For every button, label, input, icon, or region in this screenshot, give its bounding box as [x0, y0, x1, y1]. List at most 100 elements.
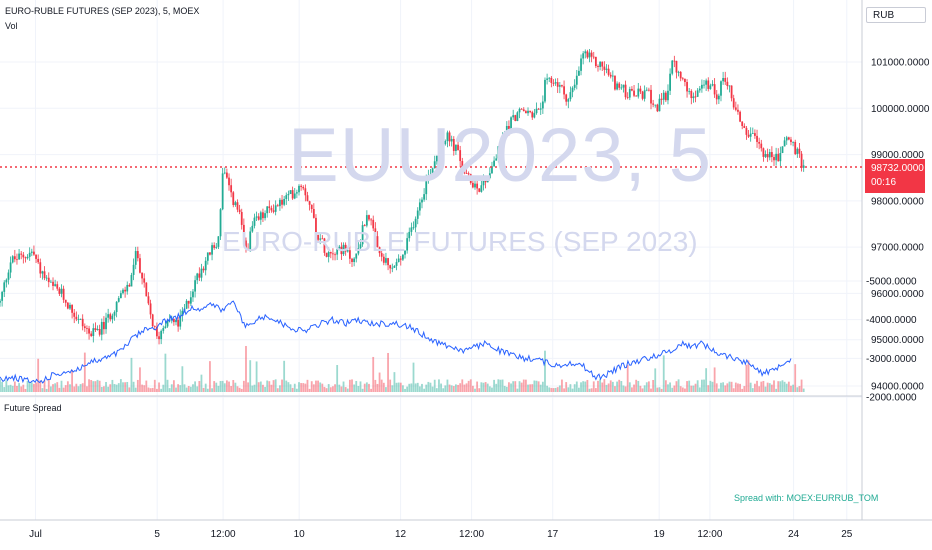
- candle-body: [382, 256, 385, 263]
- volume-bar: [442, 388, 445, 392]
- candle-body: [739, 111, 741, 122]
- volume-bar: [130, 357, 133, 392]
- volume-bar: [720, 382, 722, 392]
- time-tick-label: 25: [841, 529, 853, 540]
- candle-body: [408, 231, 411, 239]
- volume-bar: [448, 384, 451, 392]
- volume-bar: [766, 382, 769, 392]
- volume-bar: [501, 379, 504, 392]
- chart-title[interactable]: EURO-RUBLE FUTURES (SEP 2023), 5, MOEX: [5, 6, 200, 16]
- volume-bar: [111, 379, 114, 392]
- candle-body: [20, 253, 23, 255]
- candle-body: [319, 238, 322, 240]
- volume-bar: [329, 387, 332, 392]
- candle-body: [249, 231, 252, 250]
- volume-bar: [141, 384, 143, 392]
- volume-bar: [242, 380, 245, 392]
- candle-body: [49, 281, 52, 283]
- volume-bar: [287, 382, 290, 392]
- volume-legend-label[interactable]: Vol: [5, 21, 18, 31]
- volume-bar: [429, 382, 432, 392]
- candle-body: [493, 160, 495, 167]
- candle-body: [179, 315, 182, 327]
- candle-body: [194, 280, 196, 292]
- volume-bar: [346, 388, 349, 392]
- volume-bar: [796, 387, 799, 392]
- volume-bar: [455, 384, 457, 392]
- candle-body: [444, 141, 447, 145]
- candle-body: [573, 84, 576, 88]
- volume-bar: [304, 383, 307, 392]
- volume-bar: [5, 380, 8, 392]
- volume-bar: [578, 387, 580, 392]
- candle-body: [754, 133, 756, 136]
- volume-bar: [531, 384, 534, 392]
- volume-bar: [779, 381, 782, 392]
- candle-body: [98, 328, 101, 335]
- volume-bar: [580, 382, 582, 392]
- volume-bar: [92, 381, 95, 392]
- volume-bar: [732, 388, 735, 392]
- price-tick-label: 97000.0000: [871, 243, 924, 254]
- candle-body: [397, 258, 400, 263]
- volume-bar: [446, 379, 449, 392]
- volume-bar: [692, 385, 695, 392]
- volume-bar: [22, 384, 25, 392]
- candle-body: [323, 238, 326, 253]
- volume-bar: [98, 380, 101, 392]
- candle-body: [149, 303, 152, 315]
- candle-body: [514, 115, 517, 122]
- volume-bar: [641, 388, 644, 392]
- candle-body: [688, 90, 691, 92]
- volume-bar: [785, 383, 788, 392]
- volume-bar: [760, 381, 763, 392]
- volume-bar: [228, 381, 230, 392]
- volume-bar: [338, 384, 341, 392]
- volume-bar: [800, 379, 803, 392]
- volume-bar: [268, 381, 271, 392]
- volume-bar: [353, 384, 356, 392]
- volume-bar: [747, 360, 750, 392]
- candle-body: [580, 58, 582, 71]
- candle-body: [342, 244, 345, 255]
- candle-body: [637, 88, 640, 97]
- candle-body: [117, 298, 120, 302]
- candle-body: [58, 288, 61, 294]
- candle-body: [607, 68, 610, 75]
- volume-bar: [9, 384, 12, 392]
- candle-body: [344, 244, 347, 252]
- volume-bar: [285, 380, 288, 392]
- candle-body: [242, 224, 245, 241]
- volume-bar: [100, 386, 103, 392]
- candle-body: [160, 330, 163, 340]
- candle-body: [153, 326, 156, 327]
- volume-bar: [319, 382, 322, 392]
- candle-body: [255, 216, 258, 218]
- volume-bar: [522, 379, 525, 392]
- volume-bar: [618, 379, 621, 392]
- volume-bar: [586, 379, 589, 392]
- candle-body: [198, 273, 201, 278]
- candle-body: [1, 291, 4, 301]
- candle-body: [119, 293, 122, 299]
- candle-body: [802, 165, 805, 168]
- volume-bar: [336, 365, 339, 392]
- candle-body: [524, 111, 527, 114]
- volume-bar: [686, 381, 688, 392]
- volume-bar: [703, 379, 705, 392]
- volume-bar: [380, 379, 383, 392]
- candle-body: [47, 277, 50, 283]
- candle-body: [33, 251, 35, 255]
- volume-bar: [368, 383, 370, 392]
- candle-body: [37, 258, 40, 263]
- volume-bar: [524, 379, 527, 392]
- time-tick-label: 12: [395, 529, 407, 540]
- volume-bar: [204, 383, 207, 392]
- candle-body: [703, 84, 705, 86]
- candle-body: [463, 168, 466, 174]
- currency-selector[interactable]: RUB: [866, 7, 926, 23]
- volume-bar: [245, 345, 247, 392]
- volume-bar: [516, 388, 519, 392]
- spread-pane-label[interactable]: Future Spread: [4, 403, 62, 413]
